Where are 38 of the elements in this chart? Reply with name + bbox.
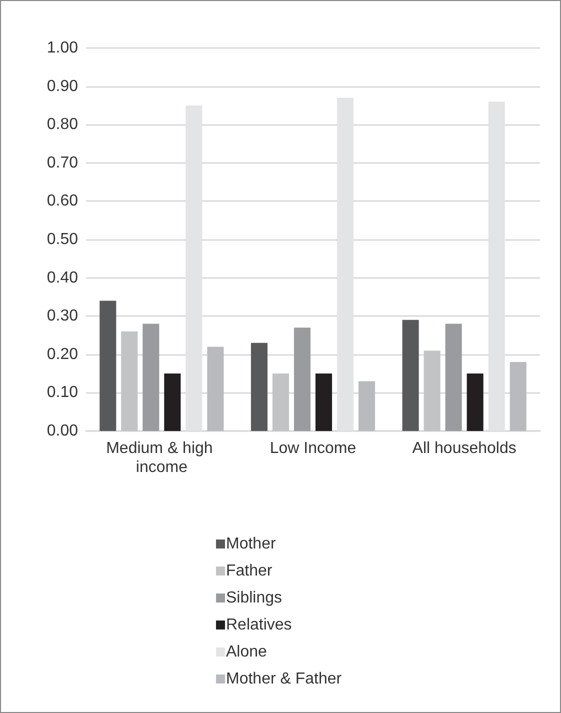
bar [121,331,138,431]
y-tick-label: 0.60 [46,192,78,210]
x-tick-label: Medium & high income [106,440,218,476]
y-tick-label: 0.90 [46,78,78,95]
x-tick-label: Low Income [270,440,356,457]
y-tick-label: 0.30 [46,308,78,325]
bar [315,374,332,431]
bar [207,346,224,431]
y-tick-label: 0.20 [46,346,78,363]
bar [336,98,354,431]
legend-label: Relatives [226,616,292,634]
bar [358,381,376,431]
legend-label: Mother & Father [226,670,342,688]
bar [164,374,181,431]
bar [466,374,484,431]
legend-label: Father [226,562,273,580]
y-tick-label: 0.10 [46,384,78,402]
bar [142,324,160,431]
x-tick-label: All households [412,440,516,457]
bar [272,374,290,431]
bar [424,350,440,431]
y-tick-label: 0.80 [46,116,78,134]
y-tick-label: 0.70 [46,154,78,172]
bar [186,105,202,431]
y-tick-label: 0.00 [46,422,78,440]
legend-label: Alone [226,644,268,660]
bar [488,102,505,431]
y-tick-label: 0.50 [46,231,78,248]
bar [100,300,116,431]
bar [510,362,526,431]
bar [250,342,268,431]
y-tick-label: 1.00 [46,40,78,56]
bar [445,324,462,431]
legend-label: Siblings [226,590,282,606]
y-tick-label: 0.40 [46,269,78,286]
bar [294,328,311,431]
bar [402,320,419,431]
legend-label: Mother [226,536,276,552]
